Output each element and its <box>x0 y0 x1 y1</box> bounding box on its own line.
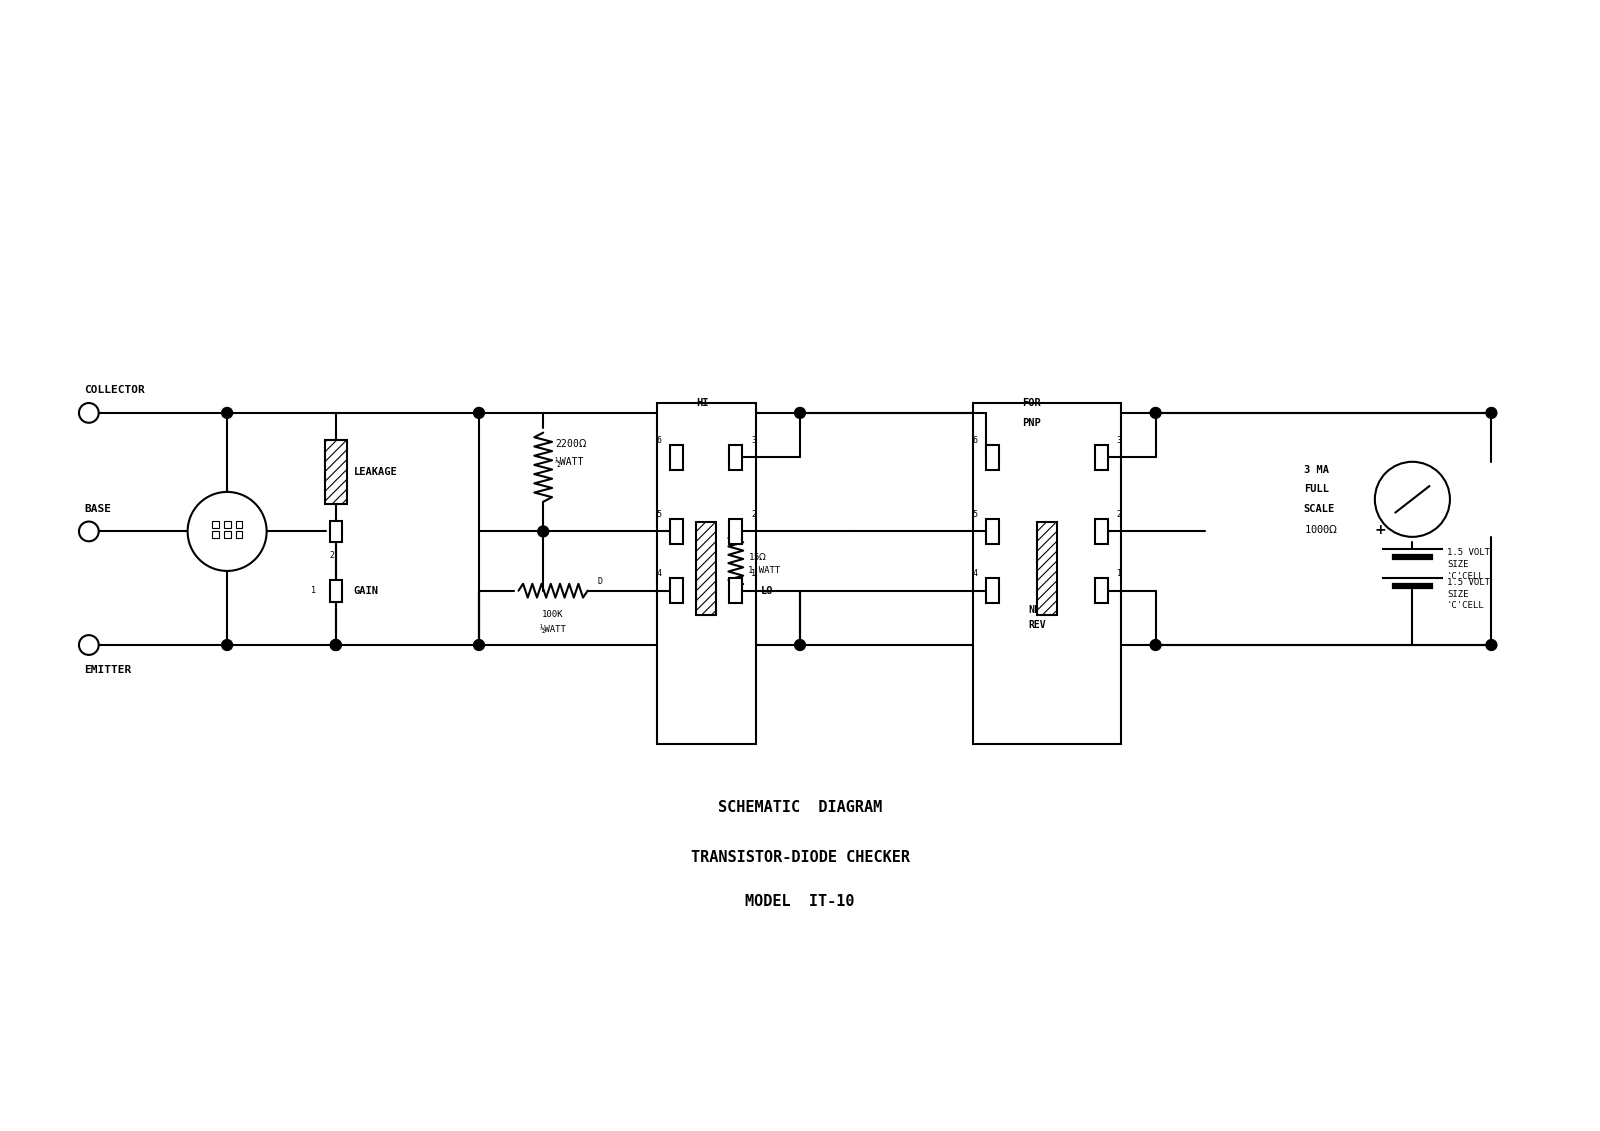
Text: NPN: NPN <box>1029 605 1046 615</box>
Text: 1.5 VOLT: 1.5 VOLT <box>1446 578 1490 587</box>
Text: 1: 1 <box>310 586 317 595</box>
Bar <box>1094 444 1107 469</box>
Bar <box>730 578 742 603</box>
Text: 1.5 VOLT: 1.5 VOLT <box>1446 549 1490 558</box>
Bar <box>670 519 683 544</box>
Text: 6: 6 <box>973 435 978 444</box>
Circle shape <box>330 639 341 650</box>
Text: COLLECTOR: COLLECTOR <box>83 386 144 395</box>
Bar <box>656 403 755 744</box>
Text: 2: 2 <box>330 551 334 560</box>
Text: EMITTER: EMITTER <box>83 665 131 675</box>
Text: BASE: BASE <box>83 503 110 513</box>
Bar <box>235 530 243 538</box>
Text: 15$\Omega$: 15$\Omega$ <box>747 551 766 562</box>
Text: LEAKAGE: LEAKAGE <box>354 467 397 477</box>
Circle shape <box>795 407 805 418</box>
Text: ½WATT: ½WATT <box>555 457 584 467</box>
Bar <box>1094 519 1107 544</box>
Text: 2: 2 <box>226 513 229 523</box>
Bar <box>224 530 230 538</box>
Bar <box>986 578 998 603</box>
Circle shape <box>538 526 549 537</box>
Bar <box>330 520 342 542</box>
Circle shape <box>78 521 99 542</box>
Text: 100K: 100K <box>542 611 563 620</box>
Text: HI: HI <box>696 398 709 408</box>
Text: MODEL  IT-10: MODEL IT-10 <box>746 895 854 909</box>
Text: 'C'CELL: 'C'CELL <box>1446 572 1485 581</box>
Text: ½WATT: ½WATT <box>539 625 566 634</box>
Bar <box>330 580 342 602</box>
Text: FOR: FOR <box>1022 398 1042 408</box>
Bar <box>211 521 219 528</box>
Bar <box>325 440 347 504</box>
Bar <box>986 444 998 469</box>
Text: 3: 3 <box>750 435 757 444</box>
Circle shape <box>1486 407 1498 418</box>
Circle shape <box>1150 639 1162 650</box>
Bar <box>211 530 219 538</box>
Text: 1: 1 <box>750 569 757 578</box>
Text: 6: 6 <box>656 435 661 444</box>
Bar <box>730 519 742 544</box>
Text: SIZE: SIZE <box>1446 560 1469 569</box>
Text: 1: 1 <box>1117 569 1122 578</box>
Bar <box>973 403 1122 744</box>
Circle shape <box>222 407 232 418</box>
Circle shape <box>222 639 232 650</box>
Text: +: + <box>1429 517 1437 530</box>
Text: 2: 2 <box>1117 510 1122 519</box>
Text: SIZE: SIZE <box>1446 589 1469 598</box>
Bar <box>730 444 742 469</box>
Circle shape <box>187 492 267 571</box>
Text: 'C'CELL: 'C'CELL <box>1446 602 1485 611</box>
Circle shape <box>78 403 99 423</box>
Text: 3 MA: 3 MA <box>1304 465 1328 475</box>
Circle shape <box>1486 639 1498 650</box>
Text: LO: LO <box>760 586 773 596</box>
Bar <box>1094 578 1107 603</box>
Text: 1: 1 <box>213 513 218 523</box>
Text: GAIN: GAIN <box>354 586 379 596</box>
Text: -: - <box>1387 468 1395 482</box>
Text: 5: 5 <box>973 510 978 519</box>
Bar <box>670 444 683 469</box>
Circle shape <box>330 639 341 650</box>
Text: 2200$\Omega$: 2200$\Omega$ <box>555 437 587 449</box>
Bar <box>224 521 230 528</box>
Text: REV: REV <box>1029 620 1046 630</box>
Circle shape <box>795 639 805 650</box>
Text: PNP: PNP <box>1022 417 1042 428</box>
Bar <box>696 521 717 615</box>
Text: FULL: FULL <box>1304 484 1328 494</box>
Text: 4: 4 <box>973 569 978 578</box>
Text: SCHEMATIC  DIAGRAM: SCHEMATIC DIAGRAM <box>718 801 882 815</box>
Circle shape <box>1150 407 1162 418</box>
Circle shape <box>1374 461 1450 537</box>
Text: 4: 4 <box>656 569 661 578</box>
Text: 3: 3 <box>237 513 242 523</box>
Bar <box>670 578 683 603</box>
Text: 1000$\Omega$: 1000$\Omega$ <box>1304 523 1338 535</box>
Text: D: D <box>597 577 603 586</box>
Text: SCALE: SCALE <box>1304 504 1334 515</box>
Text: 1 WATT: 1 WATT <box>747 567 779 576</box>
Bar <box>235 521 243 528</box>
Circle shape <box>474 639 485 650</box>
Circle shape <box>474 407 485 418</box>
Text: 3: 3 <box>1117 435 1122 444</box>
Text: 2: 2 <box>750 510 757 519</box>
Text: TRANSISTOR-DIODE CHECKER: TRANSISTOR-DIODE CHECKER <box>691 849 909 865</box>
Circle shape <box>78 636 99 655</box>
Text: +: + <box>1374 523 1387 537</box>
Text: 5: 5 <box>656 510 661 519</box>
Bar <box>986 519 998 544</box>
Bar <box>1037 521 1058 615</box>
